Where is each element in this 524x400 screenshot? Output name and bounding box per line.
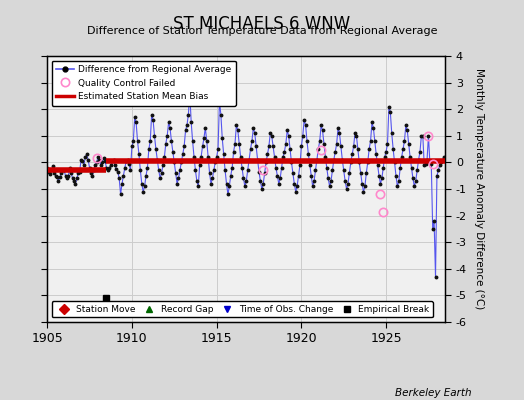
Text: Difference of Station Temperature Data from Regional Average: Difference of Station Temperature Data f… [87,26,437,36]
Legend: Station Move, Record Gap, Time of Obs. Change, Empirical Break: Station Move, Record Gap, Time of Obs. C… [52,301,433,318]
Y-axis label: Monthly Temperature Anomaly Difference (°C): Monthly Temperature Anomaly Difference (… [474,68,484,310]
Text: ST MICHAELS 6 WNW: ST MICHAELS 6 WNW [173,15,351,33]
Text: Berkeley Earth: Berkeley Earth [395,388,472,398]
